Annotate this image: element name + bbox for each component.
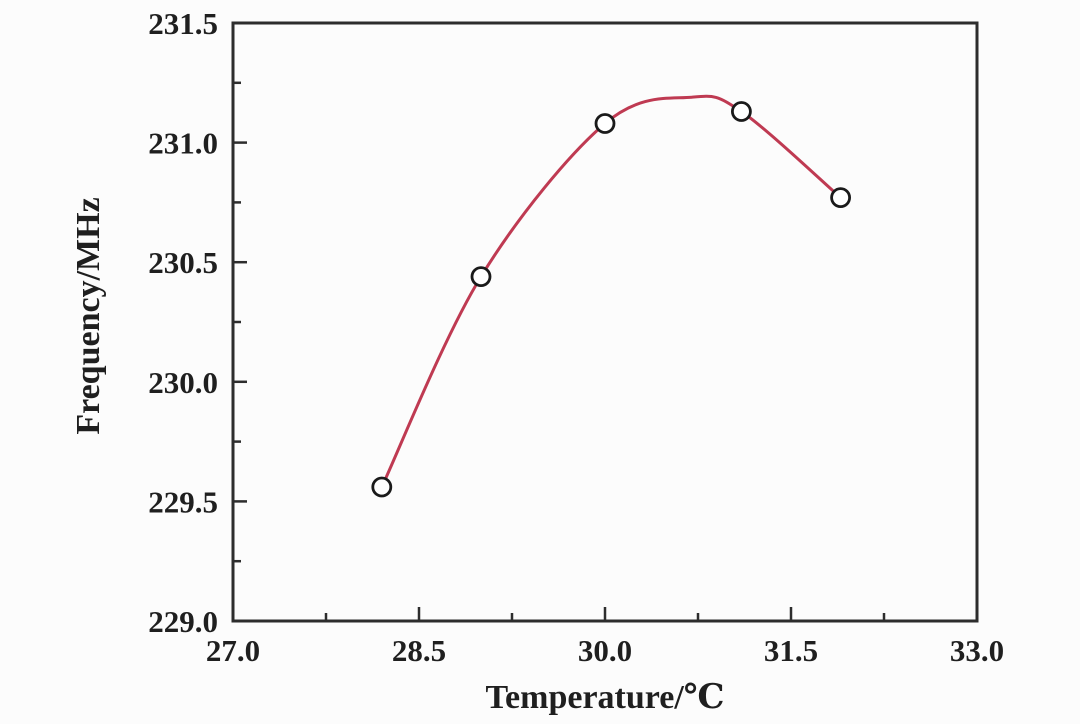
y-axis-title: Frequency/MHz xyxy=(70,197,107,434)
x-tick-label: 30.0 xyxy=(578,633,632,668)
y-tick-label: 229.0 xyxy=(148,604,218,639)
data-point-marker xyxy=(470,266,492,288)
data-point-marker xyxy=(594,113,616,134)
x-axis-title: Temperature/℃ xyxy=(485,679,724,716)
fit-curve xyxy=(380,94,843,489)
y-tick-label: 231.5 xyxy=(148,6,218,41)
x-tick-label: 28.5 xyxy=(392,633,446,668)
plot-frame xyxy=(231,21,979,623)
x-tick-label: 33.0 xyxy=(950,633,1004,668)
y-tick-label: 230.0 xyxy=(148,365,218,400)
y-tick-label: 230.5 xyxy=(148,245,218,280)
y-tick-label: 229.5 xyxy=(148,484,218,519)
y-tick-label: 231.0 xyxy=(148,126,218,161)
x-tick-label: 31.5 xyxy=(764,633,818,668)
data-point-marker xyxy=(371,476,393,498)
data-point-marker xyxy=(830,187,851,209)
x-tick-label: 27.0 xyxy=(206,633,260,668)
data-point-marker xyxy=(731,101,752,122)
